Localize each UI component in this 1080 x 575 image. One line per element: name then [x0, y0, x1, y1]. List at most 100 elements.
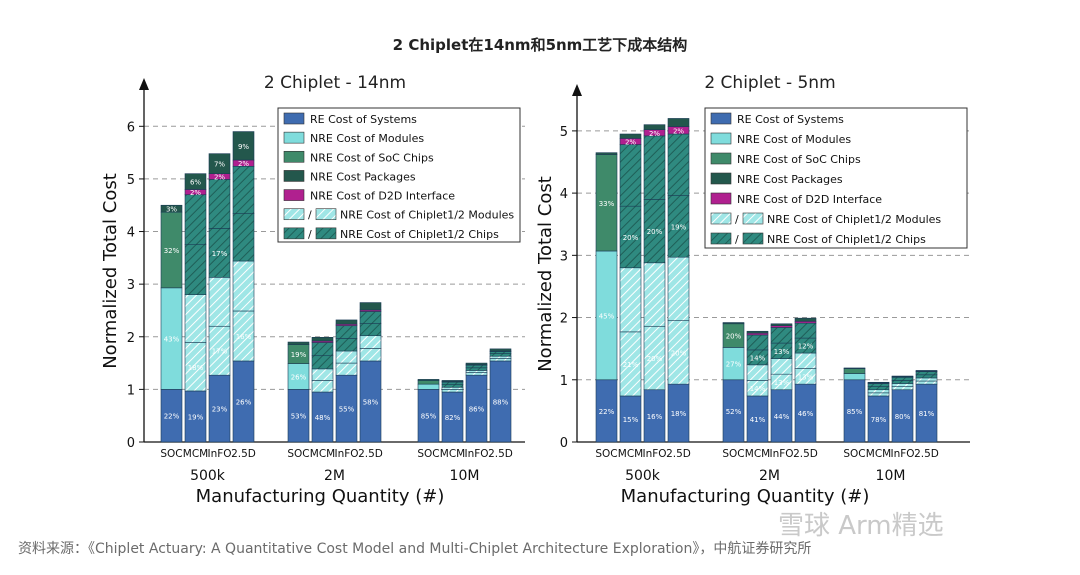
- data-label: 13%: [774, 348, 790, 356]
- legend-swatch: [283, 131, 305, 144]
- legend-swatch: [710, 152, 732, 165]
- legend-label: NRE Cost of Modules: [310, 132, 424, 145]
- legend-swatch: [742, 232, 764, 245]
- legend-label: NRE Cost of Chiplet1/2 Chips: [340, 228, 499, 241]
- bar-label: MCM: [310, 448, 335, 460]
- data-label: 13%: [774, 379, 790, 387]
- bar-segment: [441, 381, 464, 385]
- data-label: 16%: [647, 413, 663, 421]
- legend-label: NRE Cost of D2D Interface: [737, 193, 882, 206]
- y-axis-arrow: [572, 84, 582, 96]
- bar-segment: [335, 325, 358, 339]
- bar-segment: [465, 364, 488, 369]
- legend-label: NRE Cost of Chiplet1/2 Modules: [767, 213, 941, 226]
- data-label: 22%: [599, 408, 615, 416]
- y-tick-label: 0: [127, 436, 135, 451]
- data-label: 85%: [421, 413, 437, 421]
- legend-swatch: [315, 208, 337, 221]
- bar-segment: [891, 376, 914, 381]
- bar-segment: [746, 330, 769, 334]
- x-axis-label: Manufacturing Quantity (#): [621, 486, 870, 507]
- legend-swatch: [283, 112, 305, 125]
- bar-segment: [465, 372, 488, 376]
- legend-slash: /: [735, 233, 739, 246]
- chart-5nm: 2 Chiplet - 5nm 0 1 2 3 4 5 Normalized Total Co…: [535, 73, 970, 507]
- bar-label: 2.5D: [914, 448, 939, 460]
- bar-segment: [465, 367, 488, 371]
- group-label: 500k: [190, 468, 226, 484]
- data-label: 88%: [493, 398, 509, 406]
- data-label: 27%: [726, 361, 742, 369]
- bar-label: 2.5D: [666, 448, 691, 460]
- legend-swatch: [710, 212, 732, 225]
- bar-segment: [311, 368, 334, 381]
- data-label: 2%: [649, 130, 660, 138]
- legend-swatch: [742, 212, 764, 225]
- bar-segment: [311, 342, 334, 357]
- data-label: 26%: [291, 373, 307, 381]
- data-label: 23%: [212, 406, 228, 414]
- bar-segment: [232, 131, 255, 161]
- bar-label: 2.5D: [231, 448, 256, 460]
- legend-swatch: [710, 232, 732, 245]
- bar-segment: [867, 389, 890, 394]
- data-label: 14%: [750, 354, 766, 362]
- bar-segment: [489, 351, 512, 354]
- data-label: 58%: [363, 398, 379, 406]
- bar-segment: [770, 323, 793, 326]
- y-tick-label: 2: [127, 331, 135, 346]
- legend-swatch: [710, 172, 732, 185]
- data-label: 18%: [188, 364, 204, 372]
- bar-segment: [915, 370, 938, 372]
- bar-label: SOC: [417, 448, 439, 460]
- bar-segment: [915, 374, 938, 379]
- bar-segment: [441, 386, 464, 390]
- bar-segment: [359, 302, 382, 311]
- bar-segment: [184, 194, 207, 245]
- bar-segment: [208, 153, 231, 174]
- data-label: 2%: [238, 160, 249, 168]
- data-label: 12%: [798, 343, 814, 351]
- group-label: 2M: [759, 468, 780, 484]
- bar-label: InFO: [890, 448, 914, 460]
- bar-label: InFO: [334, 448, 358, 460]
- data-label: 52%: [726, 408, 742, 416]
- bar-segment: [619, 144, 642, 207]
- bar-segment: [891, 380, 914, 384]
- bar-segment: [915, 377, 938, 382]
- legend-label: NRE Cost of D2D Interface: [310, 190, 455, 203]
- data-label: 78%: [871, 416, 887, 424]
- data-label: 44%: [774, 413, 790, 421]
- data-label: 22%: [164, 413, 180, 421]
- bar-segment: [359, 311, 382, 324]
- y-tick-label: 4: [560, 187, 568, 202]
- y-tick-label: 2: [560, 312, 568, 327]
- bar-segment: [843, 368, 866, 374]
- data-label: 2%: [214, 174, 225, 182]
- group-label: 10M: [450, 468, 480, 484]
- data-label: 20%: [726, 333, 742, 341]
- y-tick-label: 5: [560, 125, 568, 140]
- bar-segment: [311, 336, 334, 342]
- group-label: 10M: [876, 468, 906, 484]
- legend-swatch: [710, 112, 732, 125]
- bar-segment: [643, 135, 666, 200]
- bar-label: InFO: [464, 448, 488, 460]
- bar-segment: [441, 380, 464, 382]
- legend-swatch: [283, 227, 305, 240]
- data-label: 9%: [238, 143, 249, 151]
- data-label: 45%: [599, 312, 615, 320]
- data-label: 81%: [919, 410, 935, 418]
- y-tick-label: 6: [127, 120, 135, 135]
- data-label: 13%: [798, 373, 814, 381]
- data-label: 18%: [671, 410, 687, 418]
- bar-segment: [287, 341, 310, 345]
- legend-label: NRE Cost of Chiplet1/2 Modules: [340, 209, 514, 222]
- bar-segment: [232, 213, 255, 262]
- legend-swatch: [283, 170, 305, 182]
- data-label: 2%: [625, 138, 636, 146]
- bar-segment: [417, 383, 440, 390]
- data-label: 3%: [166, 206, 177, 214]
- data-label: 26%: [236, 398, 252, 406]
- bar-segment: [867, 386, 890, 391]
